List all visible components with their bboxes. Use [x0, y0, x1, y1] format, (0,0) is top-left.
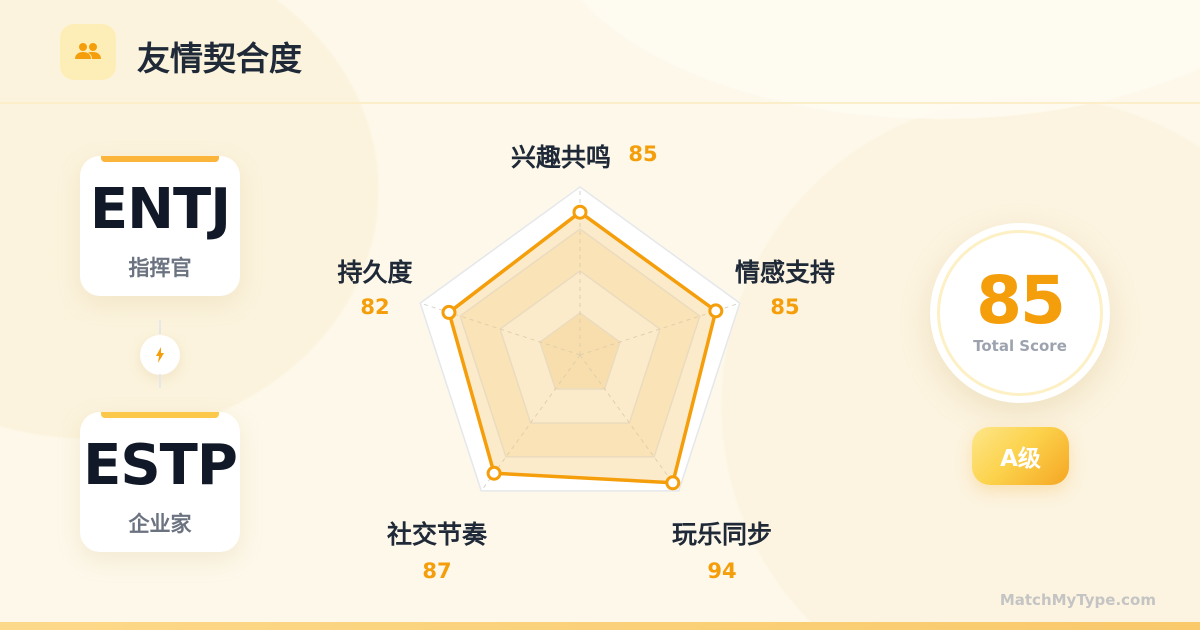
connector-line	[159, 320, 161, 334]
lightning-icon	[140, 335, 180, 375]
axis-value: 85	[628, 142, 658, 166]
type-name: 指挥官	[128, 256, 192, 280]
axis-label: 情感支持	[734, 258, 836, 287]
axis-label: 玩乐同步	[671, 520, 773, 549]
grade-badge: A级	[972, 427, 1069, 485]
bottom-bar	[0, 622, 1200, 630]
type-name: 企业家	[128, 512, 192, 536]
axis-label: 持久度	[337, 258, 413, 287]
axis-label: 兴趣共鸣	[510, 143, 612, 172]
score-caption: Total Score	[973, 337, 1067, 355]
type-code: ESTP	[83, 433, 238, 498]
footer-brand: MatchMyType.com	[999, 591, 1156, 609]
users-icon	[60, 24, 116, 80]
connector-line	[159, 374, 161, 388]
data-area	[447, 210, 718, 485]
score-value: 85	[976, 262, 1066, 339]
data-point	[441, 304, 457, 320]
axis-value: 94	[707, 559, 737, 583]
total-score: 85 Total Score	[930, 223, 1110, 403]
header: 友情契合度	[0, 0, 1200, 104]
axis-value: 85	[770, 295, 800, 319]
type-code: ENTJ	[89, 177, 231, 242]
axis-value: 87	[422, 559, 452, 583]
type-card-1: ENTJ 指挥官	[80, 156, 240, 296]
data-point	[708, 303, 724, 319]
axis-label: 社交节奏	[386, 520, 488, 549]
data-point	[665, 475, 681, 491]
axis-value: 82	[360, 295, 390, 319]
page-title: 友情契合度	[137, 39, 302, 78]
grid-ring	[539, 312, 621, 390]
type-card-2: ESTP 企业家	[80, 412, 240, 552]
grid-spoke	[579, 354, 680, 492]
data-point	[486, 465, 502, 481]
data-point	[572, 204, 588, 220]
